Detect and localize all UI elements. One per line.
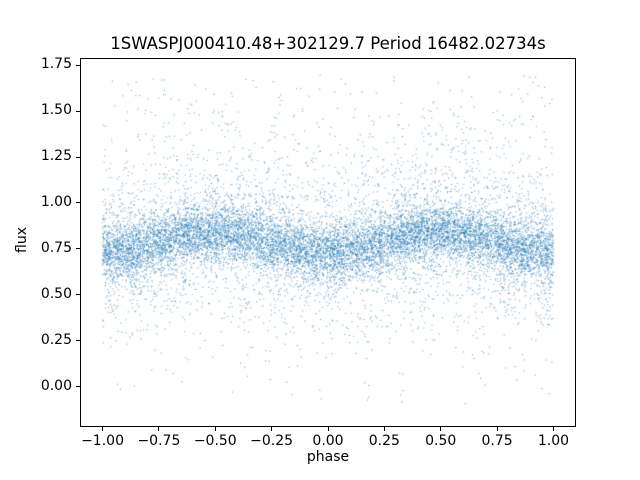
y-axis-label: flux [14,227,30,253]
y-tick-label: 0.75 [40,239,72,256]
y-tick-mark [76,110,80,112]
chart-title: 1SWASPJ000410.48+302129.7 Period 16482.0… [110,34,546,53]
axes-frame [80,58,576,427]
y-tick-label: 1.50 [40,102,72,119]
y-tick-mark [76,156,80,158]
x-tick-label: 0.75 [481,433,513,449]
y-tick-mark [76,248,80,250]
x-tick-mark [496,427,498,431]
x-tick-label: 1.00 [537,433,570,449]
x-tick-mark [214,427,216,431]
x-tick-mark [440,427,442,431]
x-tick-label: −0.25 [250,433,294,449]
x-tick-mark [102,427,104,431]
y-tick-label: 1.75 [40,56,72,73]
x-tick-label: 0.50 [425,433,457,449]
x-tick-mark [383,427,385,431]
y-tick-label: 0.50 [40,285,72,302]
x-tick-label: −0.50 [193,433,237,449]
x-tick-mark [158,427,160,431]
x-tick-mark [552,427,554,431]
x-tick-mark [327,427,329,431]
y-tick-label: 0.00 [40,377,72,394]
y-tick-mark [76,294,80,296]
y-tick-label: 1.25 [40,148,72,164]
y-tick-label: 0.25 [40,331,72,348]
x-tick-label: 0.00 [312,433,344,449]
y-tick-mark [76,386,80,388]
x-tick-label: −0.75 [137,433,181,449]
y-tick-label: 1.00 [40,193,72,210]
x-tick-label: −1.00 [81,433,124,449]
x-axis-label: phase [306,449,350,465]
x-tick-mark [271,427,273,431]
y-tick-mark [76,64,80,66]
y-tick-mark [76,202,80,204]
x-tick-label: 0.25 [368,433,400,449]
y-tick-mark [76,340,80,342]
